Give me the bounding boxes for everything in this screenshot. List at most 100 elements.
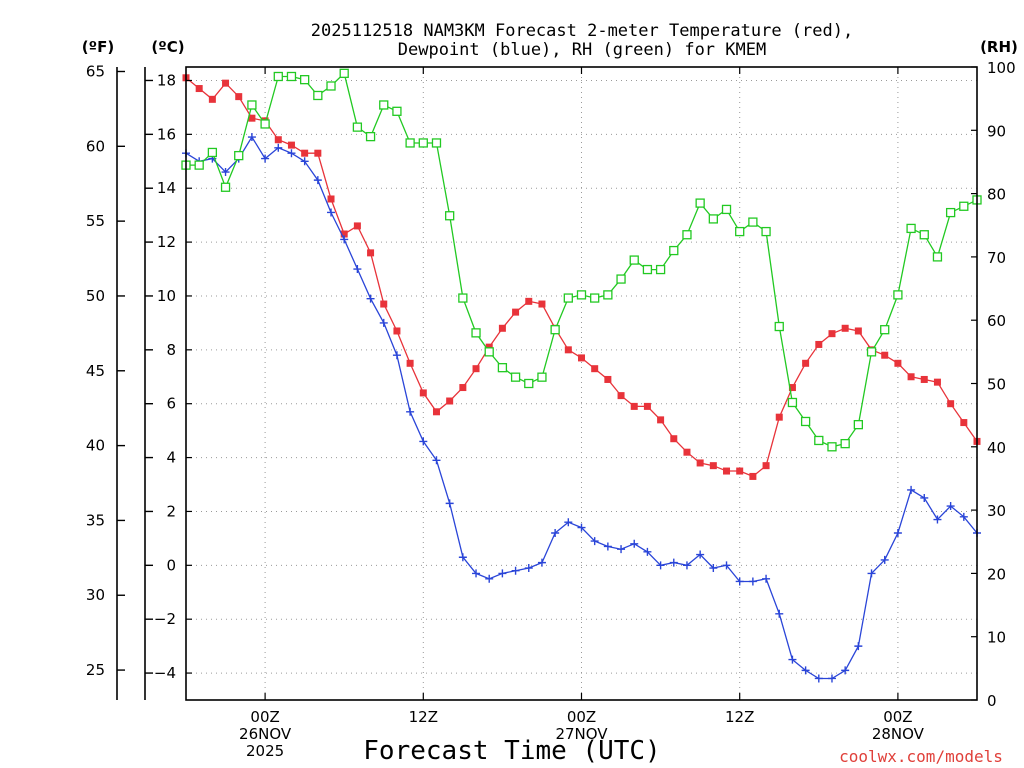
rh-point [510,372,521,382]
dewpoint-point [814,674,823,683]
rh-point [537,372,547,382]
temperature-point [630,402,638,410]
temperature-point [498,324,506,332]
fahrenheit-tick-label: 30 [86,586,105,604]
rh-point [471,328,481,338]
rh-point [392,106,402,116]
rh-point [484,347,494,357]
temperature-point [274,136,282,144]
x-tick-label: 00Z [883,708,912,726]
rh-point [695,198,705,208]
rh-point [247,100,257,110]
rh-tick-label: 30 [987,502,1006,520]
temperature-point [353,222,361,230]
dewpoint-point [419,437,428,446]
credit-link[interactable]: coolwx.com/models [839,747,1003,766]
fahrenheit-tick-label: 60 [86,137,105,155]
rh-tick-label: 60 [987,312,1006,330]
temperature-point [367,249,375,257]
rh-tick-label: 90 [987,122,1006,140]
rh-point [893,290,903,300]
rh-point [576,290,587,300]
temperature-point [432,408,440,416]
celsius-tick-label: 16 [157,125,176,143]
dewpoint-point [511,566,520,575]
fahrenheit-tick-label: 50 [86,287,105,305]
series-open-square [181,68,982,452]
temperature-point [485,343,493,351]
temperature-point [841,324,849,332]
dewpoint-point [340,235,349,244]
x-tick-label: 12Z [409,708,438,726]
celsius-tick-label: −4 [154,664,176,682]
celsius-tick-label: 4 [166,449,176,467]
temperature-point [472,365,480,373]
celsius-tick-label: 8 [166,341,176,359]
fahrenheit-tick-label: 25 [86,661,105,679]
rh-point [616,274,626,284]
rh-point [721,204,732,215]
rh-point [669,245,679,256]
dewpoint-point [643,547,652,556]
rh-point [761,226,771,237]
dewpoint-point [827,674,836,683]
rh-unit-label: (RH) [980,38,1018,56]
rh-point [840,438,850,449]
rh-point [827,442,837,452]
dewpoint-point [564,518,573,527]
dewpoint-point [656,561,665,570]
rh-point [708,214,718,224]
data-series [181,68,982,683]
rh-tick-label: 40 [987,439,1006,457]
x-tick-label: 26NOV [239,725,292,743]
rh-point [906,223,916,234]
dewpoint-point [669,558,678,567]
rh-point [787,397,798,408]
dewpoint-point [472,569,481,578]
dewpoint-point [590,537,599,546]
x-tick-label: 28NOV [872,725,925,743]
dewpoint-point [709,564,718,573]
chart-title-line-1: 2025112518 NAM3KM Forecast 2-meter Tempe… [311,21,853,41]
dewpoint-point [907,485,916,494]
rh-point [524,378,534,389]
rh-point [682,230,692,240]
rh-point [431,138,442,148]
dewpoint-point [537,558,546,567]
dewpoint-point [854,642,863,651]
rh-point [497,363,508,373]
temperature-point [828,330,836,338]
temperature-point [683,448,691,456]
temperature-point [933,378,941,386]
celsius-tick-label: 2 [166,502,176,520]
dewpoint-point [445,499,454,508]
rh-point [774,321,784,332]
temperature-point [815,340,823,348]
dewpoint-point [261,154,270,163]
dewpoint-point [300,157,309,166]
rh-tick-label: 70 [987,249,1006,267]
temperature-point [578,354,585,362]
temperature-point [446,397,454,405]
dewpoint-point [617,545,626,554]
temperature-point [696,459,704,467]
dewpoint-point [920,493,929,502]
temperature-point [723,467,731,475]
temperature-point [775,413,783,421]
dewpoint-point [933,515,942,524]
rh-point [365,131,376,142]
x-axis-title: Forecast Time (UTC) [363,736,660,766]
temperature-point [195,85,203,93]
celsius-unit-label: (ºC) [151,38,184,56]
temperature-point [788,384,796,392]
rh-point [959,201,969,211]
rh-point [655,264,666,275]
dewpoint-point [801,666,810,675]
dewpoint-point [841,666,850,675]
temperature-point [340,230,348,238]
dewpoint-point [498,569,507,578]
temperature-point [762,462,770,470]
rh-tick-label: 20 [987,565,1006,583]
temperature-point [960,419,968,427]
temperature-point [617,392,625,400]
